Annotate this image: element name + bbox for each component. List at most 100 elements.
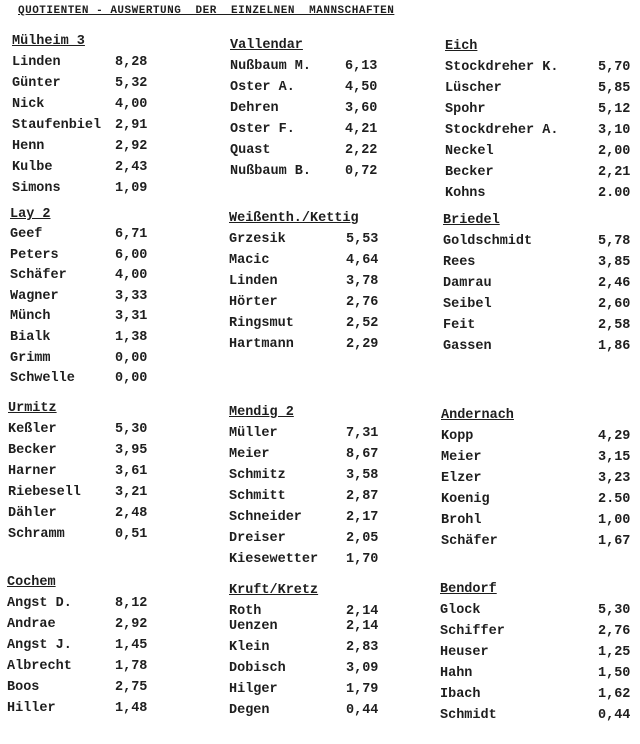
player-name: Andrae (7, 617, 56, 632)
player-quotient: 4,50 (345, 80, 378, 95)
player-quotient: 2.50 (598, 492, 631, 507)
team-heading: Kruft/Kretz (229, 583, 319, 598)
player-row: Stockdreher A. 3,10 (445, 120, 630, 141)
player-quotient: 1,78 (115, 659, 148, 674)
player-quotient: 1,25 (598, 645, 631, 660)
player-row: Hahn 1,50 (440, 663, 630, 684)
player-quotient: 3,10 (598, 123, 631, 138)
player-name: Koenig (441, 492, 490, 507)
player-quotient: 0,00 (115, 371, 148, 387)
player-name: Schmitt (229, 489, 286, 504)
player-quotient: 2,75 (115, 680, 148, 695)
player-name: Hilger (229, 682, 278, 697)
team-heading: Cochem (7, 575, 56, 590)
player-name: Klein (229, 640, 270, 655)
player-row: Meier 8,67 (229, 444, 378, 465)
player-name: Seibel (443, 297, 492, 312)
player-quotient: 1,62 (598, 687, 631, 702)
player-name: Grzesik (229, 232, 286, 247)
player-row: Rees 3,85 (443, 252, 630, 273)
player-name: Dreiser (229, 531, 286, 546)
player-row: Bialk 1,38 (10, 328, 147, 349)
player-name: Neckel (445, 144, 494, 159)
player-row: Oster A. 4,50 (230, 77, 377, 98)
player-quotient: 3,21 (115, 485, 148, 500)
player-quotient: 4,00 (115, 268, 148, 284)
player-name: Dähler (8, 506, 57, 521)
player-quotient: 2,52 (346, 316, 379, 331)
player-quotient: 2,43 (115, 160, 148, 175)
player-name: Schmitz (229, 468, 286, 483)
player-quotient: 4,64 (346, 253, 379, 268)
player-quotient: 0,44 (598, 708, 631, 723)
player-name: Kiesewetter (229, 552, 319, 567)
player-row: Spohr 5,12 (445, 99, 630, 120)
player-quotient: 2,60 (598, 297, 631, 312)
player-name: Heuser (440, 645, 489, 660)
team-block: Bendorf Glock 5,30 Schiffer 2,76 Heuser 1,25 Ha… (440, 580, 630, 726)
player-quotient: 2,46 (598, 276, 631, 291)
player-name: Boos (7, 680, 40, 695)
player-quotient: 1,67 (598, 534, 631, 549)
team-heading: Briedel (443, 213, 500, 228)
player-row: Angst J. 1,45 (7, 635, 147, 656)
player-row: Schmidt 0,44 (440, 705, 630, 726)
player-name: Becker (445, 165, 494, 180)
player-row: Schäfer 4,00 (10, 266, 147, 287)
team-heading: Weißenth./Kettig (229, 211, 359, 226)
player-row: Grimm 0,00 (10, 349, 147, 370)
player-row: Kohns 2.00 (445, 183, 630, 204)
player-row: Dobisch 3,09 (229, 658, 378, 679)
player-name: Stockdreher K. (445, 60, 559, 75)
player-row: Grzesik 5,53 (229, 229, 378, 250)
player-quotient: 2.00 (598, 186, 631, 201)
player-quotient: 2,21 (598, 165, 631, 180)
player-row: Gassen 1,86 (443, 336, 630, 357)
player-quotient: 3,78 (346, 274, 379, 289)
player-name: Schiffer (440, 624, 505, 639)
player-quotient: 1,45 (115, 638, 148, 653)
team-block: Weißenth./Kettig Grzesik 5,53 Macic 4,64 Lind… (229, 209, 378, 355)
player-row: Schwelle 0,00 (10, 369, 147, 390)
player-row: Nick 4,00 (12, 94, 147, 115)
player-name: Ibach (440, 687, 481, 702)
player-name: Nußbaum B. (230, 164, 312, 179)
player-name: Gassen (443, 339, 492, 354)
player-quotient: 2,48 (115, 506, 148, 521)
player-name: Simons (12, 181, 61, 196)
player-row: Andrae 2,92 (7, 614, 147, 635)
player-quotient: 2,22 (345, 143, 378, 158)
player-row: Schäfer 1,67 (441, 531, 630, 552)
player-name: Brohl (441, 513, 482, 528)
player-row: Boos 2,75 (7, 677, 147, 698)
player-quotient: 3,09 (346, 661, 379, 676)
player-name: Meier (441, 450, 482, 465)
player-row: Schmitz 3,58 (229, 465, 378, 486)
player-quotient: 1,00 (598, 513, 631, 528)
team-heading: Mülheim 3 (12, 34, 85, 49)
player-name: Hahn (440, 666, 473, 681)
player-quotient: 0,00 (115, 350, 148, 366)
player-name: Becker (8, 443, 57, 458)
player-row: Heuser 1,25 (440, 642, 630, 663)
player-quotient: 1,86 (598, 339, 631, 354)
player-name: Riebesell (8, 485, 81, 500)
player-name: Glock (440, 603, 481, 618)
player-name: Roth (229, 604, 262, 619)
player-name: Hörter (229, 295, 278, 310)
player-row: Klein 2,83 (229, 637, 378, 658)
team-heading: Mendig 2 (229, 405, 294, 420)
player-name: Dobisch (229, 661, 286, 676)
player-quotient: 4,00 (115, 97, 148, 112)
player-row: Ringsmut 2,52 (229, 313, 378, 334)
player-name: Stockdreher A. (445, 123, 559, 138)
player-quotient: 1,38 (115, 329, 148, 345)
player-row: Schramm 0,51 (8, 524, 147, 545)
player-quotient: 5,70 (598, 60, 631, 75)
player-name: Linden (229, 274, 278, 289)
player-row: Seibel 2,60 (443, 294, 630, 315)
player-quotient: 2,17 (346, 510, 379, 525)
player-quotient: 3,33 (115, 288, 148, 304)
player-quotient: 1,09 (115, 181, 148, 196)
player-row: Becker 3,95 (8, 440, 147, 461)
